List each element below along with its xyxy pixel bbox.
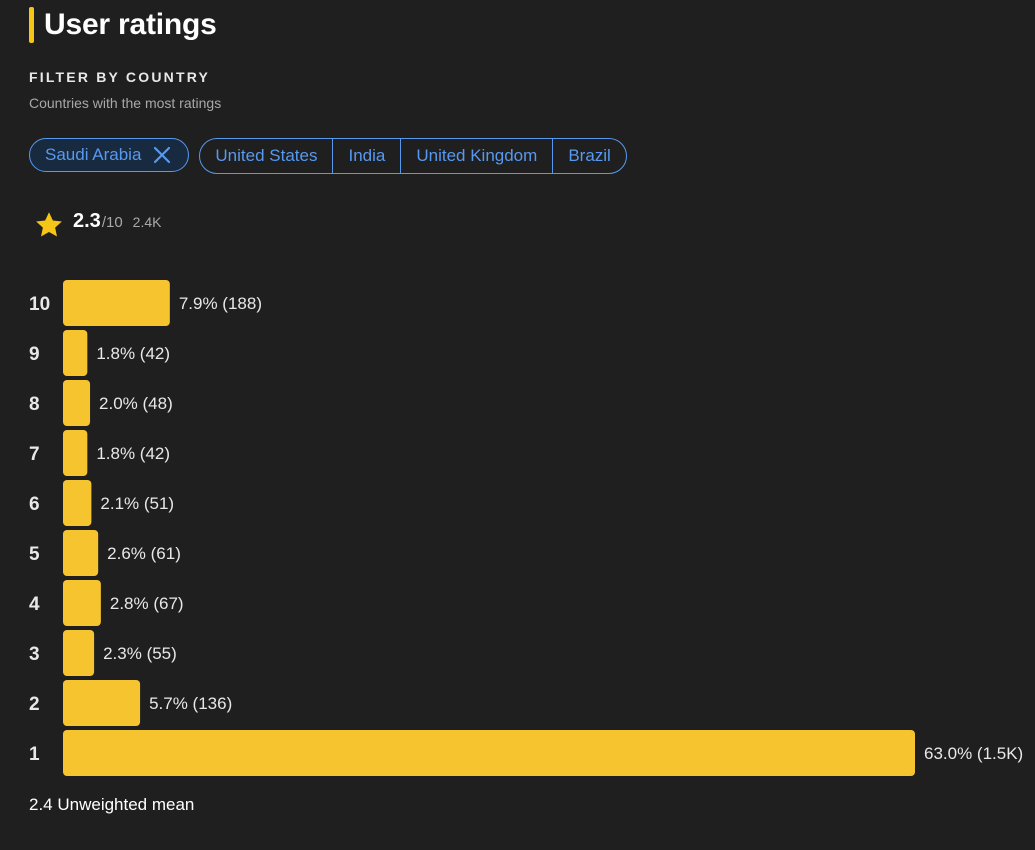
rating-label-6: 6 bbox=[29, 494, 40, 515]
selected-country-chip[interactable]: Saudi Arabia bbox=[29, 138, 190, 172]
country-chip-united-kingdom[interactable]: United Kingdom bbox=[400, 139, 552, 173]
bar-value-label-9: 1.8% (42) bbox=[96, 344, 170, 363]
bar-value-label-4: 2.8% (67) bbox=[110, 594, 184, 613]
bar-6[interactable] bbox=[63, 480, 92, 526]
rating-summary: 2.3 /10 2.4K bbox=[34, 210, 161, 240]
bar-value-label-3: 2.3% (55) bbox=[103, 644, 177, 663]
bar-value-label-6: 2.1% (51) bbox=[100, 494, 174, 513]
bar-value-label-2: 5.7% (136) bbox=[149, 694, 232, 713]
bar-7[interactable] bbox=[63, 430, 88, 476]
rating-label-10: 10 bbox=[29, 294, 50, 315]
rating-label-3: 3 bbox=[29, 644, 40, 665]
bar-2[interactable] bbox=[63, 680, 141, 726]
bar-1[interactable] bbox=[63, 730, 915, 776]
rating-histogram: 10 7.9% (188) 9 1.8% (42) 8 2.0% (48) 7 1.8% (4… bbox=[29, 280, 1023, 776]
rating-count: 2.4K bbox=[132, 214, 162, 230]
country-filter-chips: Saudi Arabia United States India United … bbox=[29, 138, 627, 174]
country-chip-united-states[interactable]: United States bbox=[215, 146, 318, 165]
title-accent-bar bbox=[29, 7, 34, 43]
rating-label-1: 1 bbox=[29, 744, 40, 765]
bar-10[interactable] bbox=[63, 280, 170, 326]
bar-value-label-10: 7.9% (188) bbox=[179, 294, 262, 313]
country-chip-india[interactable]: India bbox=[332, 139, 400, 173]
rating-max: /10 bbox=[101, 214, 123, 231]
bar-9[interactable] bbox=[63, 330, 88, 376]
rating-label-9: 9 bbox=[29, 344, 40, 365]
unweighted-mean: 2.4 Unweighted mean bbox=[29, 795, 195, 814]
country-options-group: United States India United Kingdom Brazi… bbox=[199, 138, 627, 174]
close-icon[interactable] bbox=[152, 145, 172, 165]
bar-3[interactable] bbox=[63, 630, 95, 676]
bar-value-label-1: 63.0% (1.5K) bbox=[924, 744, 1023, 763]
rating-label-2: 2 bbox=[29, 694, 40, 715]
bar-5[interactable] bbox=[63, 530, 99, 576]
filter-subtitle: Countries with the most ratings bbox=[29, 95, 222, 111]
rating-label-4: 4 bbox=[29, 594, 40, 615]
filter-title: FILTER BY COUNTRY bbox=[29, 69, 211, 85]
bar-8[interactable] bbox=[63, 380, 91, 426]
bar-value-label-7: 1.8% (42) bbox=[96, 444, 170, 463]
rating-label-7: 7 bbox=[29, 444, 40, 465]
rating-value: 2.3 bbox=[73, 210, 101, 232]
bar-value-label-8: 2.0% (48) bbox=[99, 394, 173, 413]
star-icon bbox=[34, 210, 64, 240]
country-chip-brazil[interactable]: Brazil bbox=[552, 139, 626, 173]
bar-4[interactable] bbox=[63, 580, 101, 626]
header: User ratings bbox=[29, 6, 217, 44]
bar-value-label-5: 2.6% (61) bbox=[107, 544, 181, 563]
rating-label-5: 5 bbox=[29, 544, 40, 565]
rating-label-8: 8 bbox=[29, 394, 40, 415]
page-title: User ratings bbox=[44, 8, 217, 41]
selected-country-label: Saudi Arabia bbox=[45, 145, 142, 164]
